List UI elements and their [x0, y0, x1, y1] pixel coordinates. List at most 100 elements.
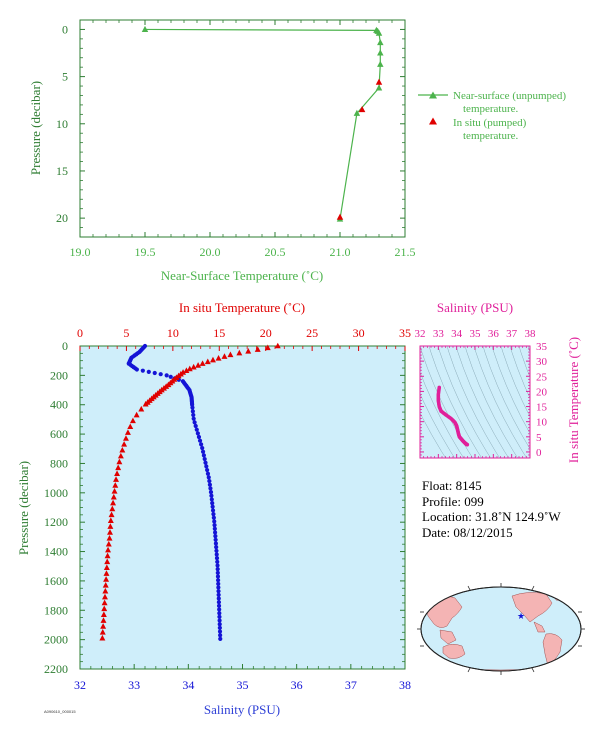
salinity-point — [213, 537, 218, 542]
temperature-point — [115, 464, 122, 471]
near-surface-temperature-point — [375, 29, 383, 36]
pressure-tick-label: 800 — [50, 456, 68, 470]
salinity-point — [214, 548, 219, 553]
temperature-point — [117, 452, 124, 459]
salinity-point — [207, 478, 212, 484]
salinity-point — [217, 607, 222, 612]
temperature-point — [101, 605, 108, 612]
top-plot-frame — [79, 19, 406, 238]
temperature-tick-label: 10 — [167, 326, 179, 340]
near-surface-temperature-point — [377, 60, 384, 67]
top-x-tick-label: 19.0 — [70, 245, 91, 259]
top-y-tick-label: 0 — [62, 22, 68, 36]
temperature-point — [122, 435, 129, 441]
temperature-point — [142, 400, 149, 407]
temperature-point — [204, 358, 211, 365]
ts-density-contour — [446, 346, 500, 458]
temperature-point — [245, 347, 252, 354]
salinity-point — [218, 633, 223, 638]
salinity-tick-label: 38 — [399, 678, 411, 692]
temperature-tick-label: 20 — [260, 326, 272, 340]
salinity-point — [212, 519, 217, 524]
legend-label-near-surface-1: Near-surface (unpumped) — [453, 90, 566, 102]
salinity-point — [140, 368, 145, 373]
salinity-point — [158, 372, 163, 377]
main-bottom-axis-label: Salinity (PSU) — [204, 702, 280, 717]
salinity-point — [215, 559, 220, 564]
ts-temp-tick-label: 5 — [536, 432, 542, 444]
top-x-tick-label: 21.0 — [330, 245, 351, 259]
pressure-tick-label: 1600 — [44, 574, 68, 588]
in-situ-temperature-point — [375, 78, 383, 85]
pressure-profile-chart: 32 33 34 35 36 37 38 0 5 10 15 20 25 30 35 0 200 400 600 80… — [16, 300, 411, 717]
top-y-tick-label: 20 — [56, 211, 68, 225]
temperature-point — [110, 493, 117, 500]
temperature-point — [100, 617, 107, 623]
ts-density-contour — [482, 346, 530, 450]
salinity-point — [216, 596, 221, 601]
temperature-tick-label: 0 — [77, 326, 83, 340]
temperature-point — [108, 511, 115, 518]
ts-density-contours — [420, 336, 601, 468]
ts-temp-tick-label: 10 — [536, 417, 548, 429]
pressure-tick-label: 2000 — [44, 633, 68, 647]
salinity-point — [217, 614, 222, 619]
top-y-tick-label: 15 — [56, 164, 68, 178]
float-location-marker: ★ — [517, 611, 525, 621]
temperature-tick-label: 15 — [213, 326, 225, 340]
pressure-tick-label: 400 — [50, 398, 68, 412]
salinity-point — [208, 489, 214, 495]
top-x-tick-label: 21.5 — [395, 245, 416, 259]
near-surface-temperature-point — [141, 25, 149, 32]
temperature-point — [199, 360, 206, 366]
salinity-tick-label: 37 — [345, 678, 357, 692]
salinity-point — [213, 541, 219, 546]
salinity-point — [203, 460, 208, 465]
temperature-point — [215, 355, 222, 361]
salinity-point — [205, 467, 210, 473]
ts-salinity-tick-label: 33 — [433, 328, 445, 340]
temperature-point — [113, 476, 119, 482]
profile-date: Date: 08/12/2015 — [422, 524, 513, 540]
salinity-point — [164, 373, 169, 378]
salinity-point — [215, 574, 221, 579]
ts-density-contour — [420, 371, 464, 458]
salinity-point — [196, 434, 202, 440]
map-ticks — [417, 583, 585, 675]
salinity-point — [210, 508, 216, 513]
ts-density-contour — [518, 346, 530, 378]
salinity-point — [146, 369, 151, 374]
ts-temp-tick-label: 15 — [536, 402, 548, 414]
ts-salinity-tick-label: 37 — [506, 328, 518, 340]
temperature-point — [112, 482, 119, 488]
top-legend: Near-surface (unpumped) temperature. In … — [418, 90, 566, 142]
salinity-point — [212, 526, 217, 531]
legend-marker-near-surface — [429, 91, 437, 99]
ts-density-contour — [420, 412, 446, 458]
temperature-point — [103, 564, 110, 571]
salinity-point — [210, 504, 215, 509]
salinity-point — [216, 581, 221, 586]
ts-density-contour — [509, 346, 530, 399]
in-situ-temperature-point — [358, 106, 366, 113]
temperature-point — [138, 405, 145, 412]
temperature-point — [254, 346, 261, 352]
main-top-axis-label: In situ Temperature (˚C) — [179, 300, 305, 315]
salinity-point — [217, 629, 223, 634]
temperature-point — [109, 505, 116, 512]
temperature-point — [107, 523, 114, 529]
ts-density-contour — [527, 346, 530, 354]
top-y-tick-label: 10 — [56, 117, 68, 131]
salinity-tick-label: 32 — [74, 678, 86, 692]
ts-density-contour — [500, 346, 530, 418]
temperature-point — [101, 599, 108, 606]
ts-density-contour — [579, 336, 601, 468]
temperature-point — [221, 353, 228, 359]
salinity-point — [208, 486, 213, 491]
ts-x-axis-label: Salinity (PSU) — [437, 300, 513, 315]
temperature-tick-label: 5 — [123, 326, 129, 340]
pressure-tick-label: 0 — [62, 339, 68, 353]
salinity-point — [192, 420, 197, 425]
temperature-tick-label: 25 — [306, 326, 318, 340]
